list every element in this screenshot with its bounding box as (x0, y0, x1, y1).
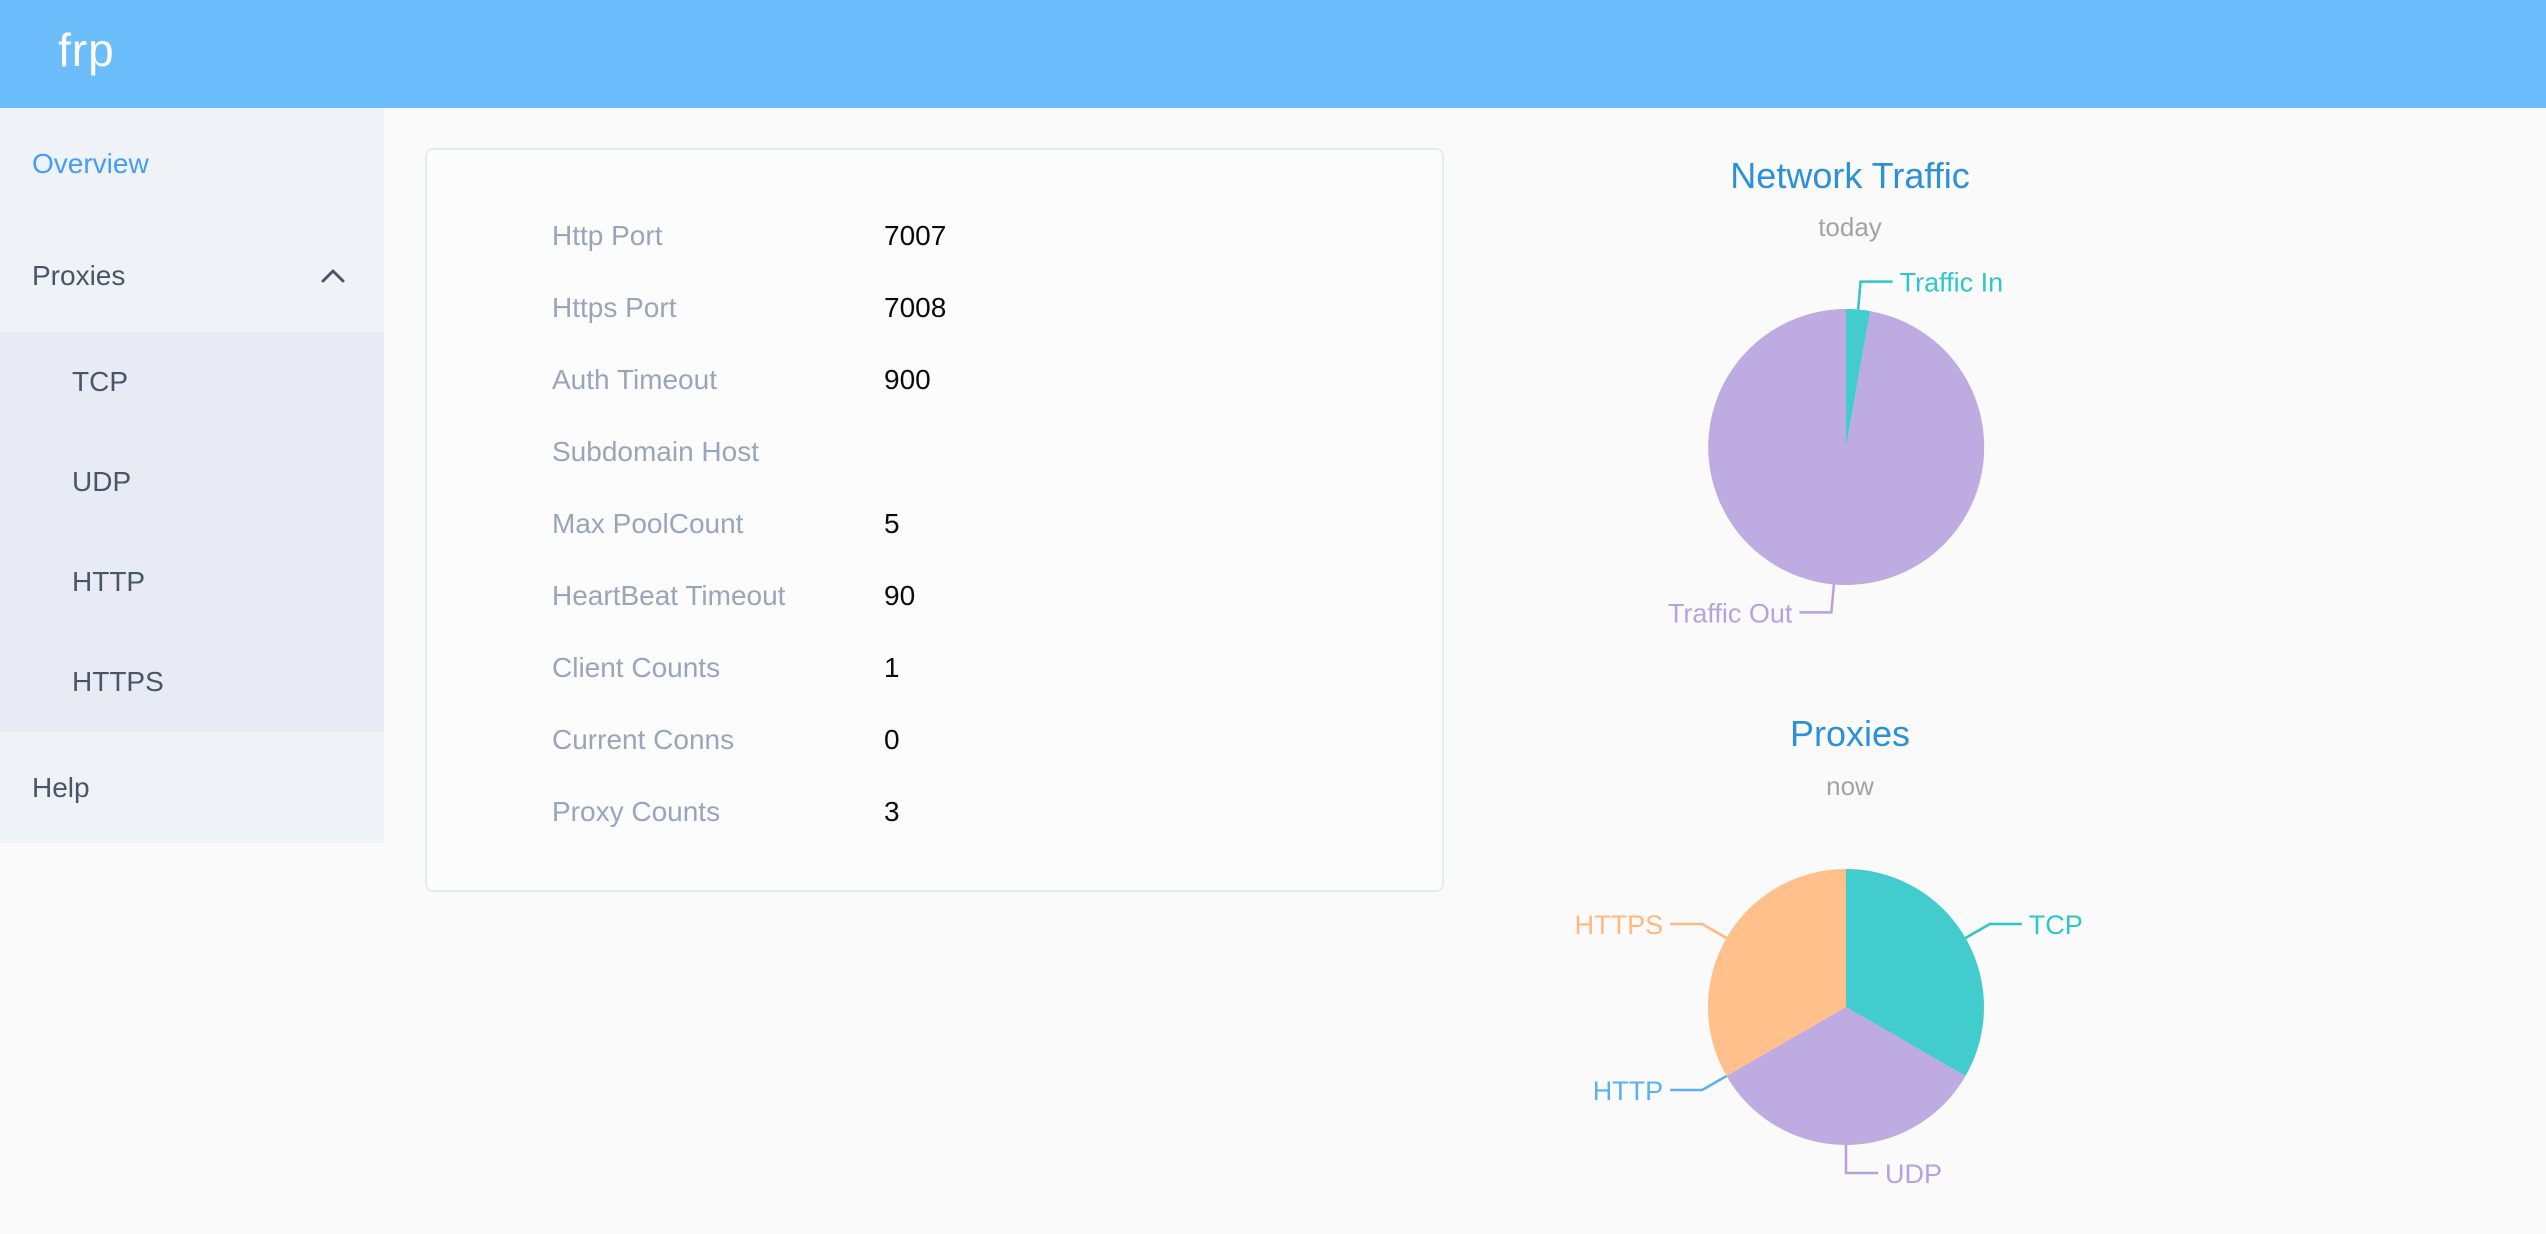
sidebar-item-label: TCP (72, 366, 128, 397)
pie-label-line (1964, 922, 2022, 940)
info-label: Client Counts (552, 652, 721, 683)
info-label: Auth Timeout (552, 364, 717, 395)
sidebar-item-label: HTTP (72, 566, 146, 597)
pie-label-line (1799, 584, 1836, 614)
info-row: Http Port 7007 (427, 200, 1442, 272)
pie-slice-label-traffic-out: Traffic Out (1668, 598, 1793, 628)
app-header: frp (0, 0, 2546, 108)
info-row: Subdomain Host (427, 416, 1442, 488)
network-traffic-pie-chart[interactable]: Traffic In Traffic Out (1450, 240, 2250, 660)
pie-slice-label-udp: UDP (1885, 1159, 1942, 1189)
sidebar: Overview Proxies TCP UDP HTTP HTTPS Help (0, 108, 384, 843)
info-value: 0 (884, 724, 900, 755)
sidebar-item-label: UDP (72, 466, 132, 497)
info-row: Max PoolCount 5 (427, 488, 1442, 560)
server-info-card: Http Port 7007 Https Port 7008 Auth Timeou… (425, 148, 1444, 892)
pie-slice-label-tcp: TCP (2029, 910, 2083, 940)
pie-label-line (1844, 1145, 1878, 1175)
chart-subtitle-network-traffic: today (1818, 212, 1882, 242)
sidebar-item-http[interactable]: HTTP (0, 532, 384, 632)
chart-title-proxies: Proxies (1789, 713, 1911, 754)
info-row: Auth Timeout 900 (427, 344, 1442, 416)
pie-slice-label-https: HTTPS (1575, 910, 1664, 940)
pie-slice-label-http: HTTP (1593, 1076, 1664, 1106)
sidebar-item-label: Proxies (32, 260, 126, 291)
pie-label-line (1670, 1074, 1728, 1092)
info-label: Current Conns (552, 724, 735, 755)
sidebar-item-tcp[interactable]: TCP (0, 332, 384, 432)
sidebar-item-label: Overview (32, 148, 149, 179)
info-value: 1 (884, 652, 900, 683)
sidebar-item-help[interactable]: Help (0, 732, 384, 844)
proxies-pie-chart[interactable]: TCP UDP HTTP HTTPS (1450, 850, 2250, 1234)
info-row: Https Port 7008 (427, 272, 1442, 344)
info-row: HeartBeat Timeout 90 (427, 560, 1442, 632)
sidebar-item-udp[interactable]: UDP (0, 432, 384, 532)
info-value: 900 (884, 364, 931, 395)
info-value: 7007 (884, 220, 947, 251)
info-value: 3 (884, 796, 900, 827)
sidebar-item-label: HTTPS (72, 666, 164, 697)
pie-slice-traffic-in[interactable] (1846, 308, 1871, 447)
info-value: 7008 (884, 292, 947, 323)
info-label: Proxy Counts (552, 796, 721, 827)
info-row: Client Counts 1 (427, 632, 1442, 704)
info-row: Proxy Counts 3 (427, 776, 1442, 848)
info-label: HeartBeat Timeout (552, 580, 786, 611)
info-value: 90 (884, 580, 916, 611)
pie-slice-label-traffic-in: Traffic In (1900, 268, 2004, 298)
pie-slice-tcp[interactable] (1846, 869, 1984, 1076)
chevron-up-icon (321, 269, 345, 283)
chart-title-network-traffic: Network Traffic (1730, 155, 1970, 196)
sidebar-item-overview[interactable]: Overview (0, 108, 384, 220)
info-label: Https Port (552, 292, 677, 323)
info-label: Http Port (552, 220, 663, 251)
proxies-submenu: TCP UDP HTTP HTTPS (0, 332, 384, 732)
info-label: Subdomain Host (552, 436, 760, 467)
pie-slice-https[interactable] (1708, 869, 1846, 1076)
sidebar-item-label: Help (32, 772, 90, 803)
info-row: Current Conns 0 (427, 704, 1442, 776)
sidebar-item-proxies[interactable]: Proxies (0, 220, 384, 332)
sidebar-item-https[interactable]: HTTPS (0, 632, 384, 732)
pie-label-line (1856, 280, 1893, 310)
pie-label-line (1670, 922, 1728, 940)
pie-slice-udp[interactable] (1726, 1007, 1966, 1145)
info-label: Max PoolCount (552, 508, 744, 539)
chart-subtitle-proxies: now (1826, 771, 1874, 801)
info-value: 5 (884, 508, 900, 539)
pie-slice-traffic-out[interactable] (1708, 309, 1985, 585)
app-logo: frp (58, 24, 115, 76)
